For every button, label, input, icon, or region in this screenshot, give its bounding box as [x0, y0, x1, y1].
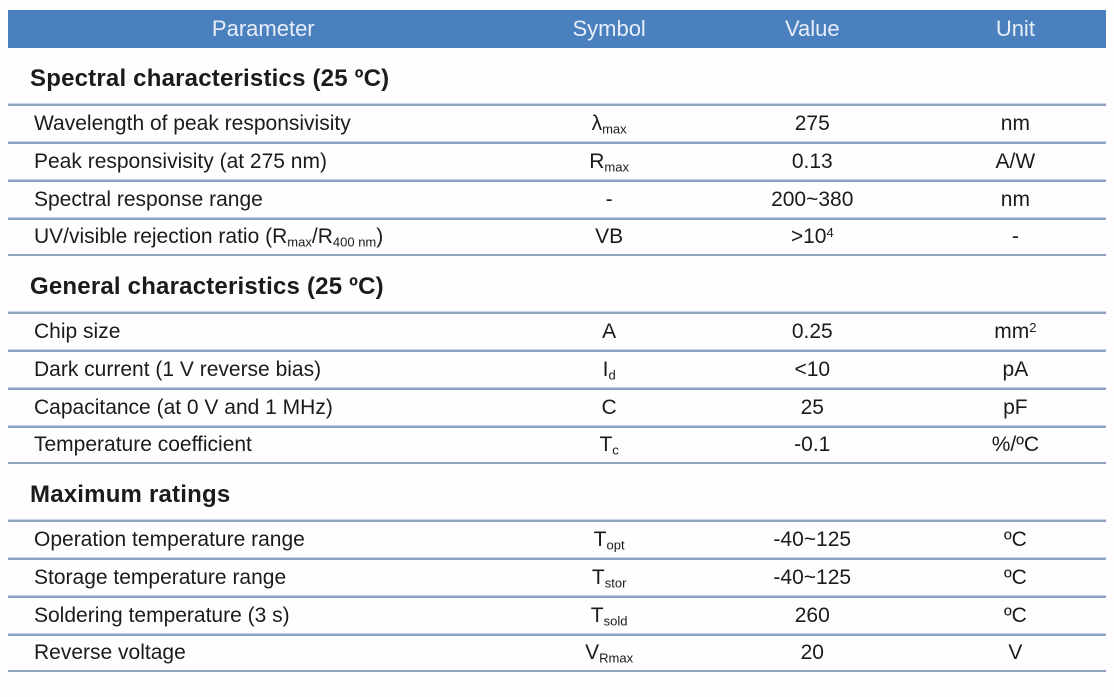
value-cell: 275	[794, 112, 830, 135]
unit-cell: ºC	[1003, 566, 1027, 589]
unit-cell: A/W	[995, 150, 1036, 173]
unit-cell: pF	[1003, 396, 1028, 419]
section-title: General characteristics (25 ºC)	[30, 273, 384, 300]
column-header-symbol: Symbol	[572, 16, 646, 41]
value-cell: >104	[790, 225, 834, 248]
param-cell: Storage temperature range	[34, 566, 287, 589]
section-title: Spectral characteristics (25 ºC)	[30, 65, 390, 92]
param-cell: Operation temperature range	[34, 528, 305, 551]
section-maximum-ratings: Maximum ratings Operation temperature ra…	[8, 479, 1106, 672]
section-rows: Wavelength of peak responsivisity λmax 2…	[8, 104, 1106, 256]
param-cell: Reverse voltage	[34, 641, 186, 664]
param-cell: Chip size	[34, 320, 121, 343]
param-cell: Wavelength of peak responsivisity	[34, 112, 351, 135]
param-cell: Peak responsivisity (at 275 nm)	[34, 150, 327, 173]
symbol-cell: C	[601, 396, 617, 419]
table-row: Peak responsivisity (at 275 nm) Rmax 0.1…	[8, 142, 1106, 180]
unit-cell: ºC	[1003, 604, 1027, 627]
value-cell: <10	[794, 358, 831, 381]
table-row: Chip size A 0.25 mm2	[8, 312, 1106, 350]
value-cell: 200~380	[771, 188, 854, 211]
table-row: Storage temperature range Tstor -40~125 …	[8, 558, 1106, 596]
table-row: Reverse voltage VRmax 20 V	[8, 634, 1106, 672]
column-header-parameter: Parameter	[211, 16, 315, 41]
unit-cell: ºC	[1003, 528, 1027, 551]
value-cell: 0.25	[791, 320, 833, 343]
value-cell: 20	[800, 641, 824, 664]
param-cell: Dark current (1 V reverse bias)	[34, 358, 322, 381]
symbol-cell: VB	[595, 225, 624, 248]
value-cell: 0.13	[791, 150, 833, 173]
table-row: Soldering temperature (3 s) Tsold 260 ºC	[8, 596, 1106, 634]
table-row: Spectral response range - 200~380 nm	[8, 180, 1106, 218]
unit-cell: V	[1008, 641, 1023, 664]
value-cell: 25	[800, 396, 824, 419]
unit-cell: -	[1011, 225, 1019, 248]
table-row: Temperature coefficient Tc -0.1 %/ºC	[8, 426, 1106, 464]
section-rows: Chip size A 0.25 mm2 Dark current (1 V r…	[8, 312, 1106, 464]
column-header-value: Value	[784, 16, 840, 41]
symbol-cell: Rmax	[589, 150, 630, 175]
unit-cell: %/ºC	[991, 433, 1040, 456]
table-header-row: Parameter Symbol Value Unit	[8, 10, 1106, 48]
unit-cell: pA	[1002, 358, 1029, 381]
value-cell: -40~125	[773, 566, 852, 589]
value-cell: 260	[794, 604, 830, 627]
table-row: Wavelength of peak responsivisity λmax 2…	[8, 104, 1106, 142]
param-cell: Spectral response range	[34, 188, 263, 211]
unit-cell: nm	[1000, 188, 1030, 211]
table-row: Operation temperature range Topt -40~125…	[8, 520, 1106, 558]
section-title: Maximum ratings	[30, 481, 231, 508]
section-rows: Operation temperature range Topt -40~125…	[8, 520, 1106, 672]
unit-cell: mm2	[994, 320, 1037, 343]
column-header-unit: Unit	[995, 16, 1035, 41]
value-cell: -0.1	[794, 433, 831, 456]
param-cell: Capacitance (at 0 V and 1 MHz)	[34, 396, 333, 419]
param-cell: UV/visible rejection ratio (Rmax/R400 nm…	[34, 225, 384, 250]
param-cell: Soldering temperature (3 s)	[34, 604, 290, 627]
symbol-cell: Tsold	[590, 604, 628, 629]
symbol-cell: Topt	[593, 528, 625, 553]
table-row: Dark current (1 V reverse bias) Id <10 p…	[8, 350, 1106, 388]
unit-cell: nm	[1000, 112, 1030, 135]
symbol-cell: Tc	[599, 433, 619, 458]
symbol-cell: VRmax	[585, 641, 634, 666]
symbol-cell: A	[602, 320, 617, 343]
symbol-cell: Tstor	[591, 566, 627, 591]
section-general-characteristics: General characteristics (25 ºC) Chip siz…	[8, 271, 1106, 464]
symbol-cell: -	[605, 188, 613, 211]
table-row: Capacitance (at 0 V and 1 MHz) C 25 pF	[8, 388, 1106, 426]
table-row: UV/visible rejection ratio (Rmax/R400 nm…	[8, 218, 1106, 256]
symbol-cell: Id	[602, 358, 616, 383]
value-cell: -40~125	[773, 528, 852, 551]
param-cell: Temperature coefficient	[34, 433, 252, 456]
symbol-cell: λmax	[591, 112, 627, 137]
section-spectral-characteristics: Spectral characteristics (25 ºC) Wavelen…	[8, 63, 1106, 256]
